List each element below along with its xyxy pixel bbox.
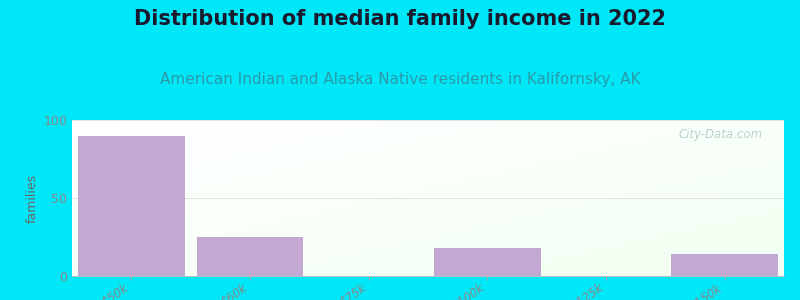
- Bar: [197, 237, 303, 276]
- Bar: [78, 136, 185, 276]
- Y-axis label: families: families: [26, 173, 39, 223]
- Bar: [671, 254, 778, 276]
- Text: City-Data.com: City-Data.com: [678, 128, 762, 141]
- Bar: [434, 248, 541, 276]
- Text: American Indian and Alaska Native residents in Kalifornsky, AK: American Indian and Alaska Native reside…: [160, 72, 640, 87]
- Text: Distribution of median family income in 2022: Distribution of median family income in …: [134, 9, 666, 29]
